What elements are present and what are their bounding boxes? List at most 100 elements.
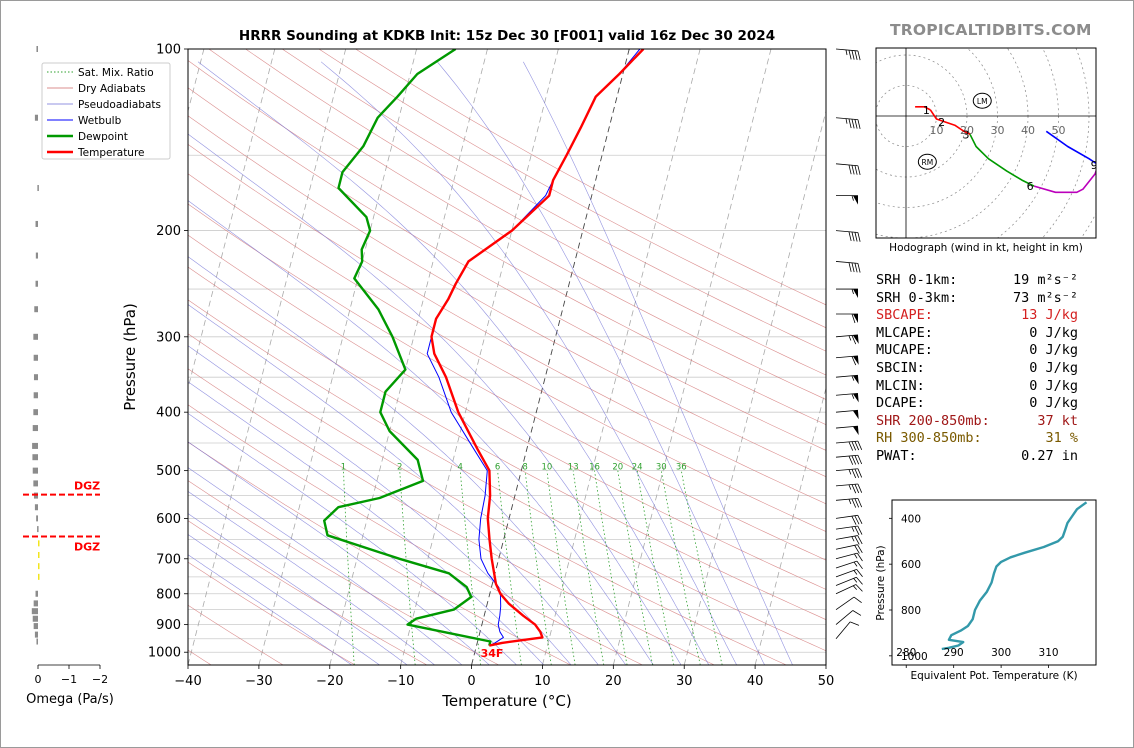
wind-barb (835, 584, 863, 595)
parameter-value: 73 m²s⁻² (1012, 289, 1078, 306)
omega-bar (37, 526, 39, 533)
parameter-row: SBCAPE: 13 J/kg (876, 307, 1096, 325)
skewt-xtick-label: 0 (467, 674, 475, 689)
skewt-xtick-label: 50 (818, 674, 835, 689)
wind-barb (835, 576, 863, 586)
hodograph-segment (915, 106, 931, 111)
mix-ratio-label: 10 (541, 463, 552, 473)
mix-ratio-line (617, 470, 653, 665)
theta-e-ytick-label: 800 (901, 605, 921, 617)
parameter-value: 0 J/kg (1029, 342, 1078, 359)
mix-ratio-label: 30 (656, 463, 667, 473)
omega-bar (34, 631, 38, 638)
legend-entry: Temperature (77, 147, 145, 159)
barb-shaft (835, 117, 858, 121)
parameter-label: SRH 0-3km: (876, 289, 958, 306)
parameter-value: 0 J/kg (1029, 395, 1078, 412)
isotherm-line (258, 49, 417, 665)
parameter-label: PWAT: (876, 447, 917, 464)
barb-full (854, 232, 858, 242)
barb-half (848, 335, 852, 341)
skewt-ytick-label: 500 (156, 464, 181, 479)
barb-full (857, 455, 863, 465)
skewt-xtick-label: 40 (747, 674, 764, 689)
barb-flag (853, 195, 858, 205)
wind-barb (835, 544, 863, 554)
hodograph-xlabel: Hodograph (wind in kt, height in km) (889, 242, 1083, 254)
mix-ratio-label: 1 (341, 463, 346, 473)
hodograph-segment (969, 133, 1035, 187)
barb-full (854, 515, 860, 525)
barb-half (848, 469, 852, 475)
barb-full (851, 313, 856, 324)
parameter-row: SBCIN: 0 J/kg (876, 360, 1096, 378)
theta-e-ylabel: Pressure (hPa) (875, 545, 887, 620)
skewt-xtick-label: 10 (534, 674, 551, 689)
wind-barb (835, 560, 863, 570)
omega-bar (38, 540, 40, 547)
mix-ratio-line (399, 470, 416, 665)
wind-barb (835, 552, 863, 562)
barb-flag (853, 314, 858, 324)
barb-shaft (835, 568, 857, 578)
barb-full (856, 552, 863, 562)
dry-adiabat-line (208, 49, 826, 400)
barb-half (852, 585, 857, 590)
skewt-xtick-label: −40 (174, 674, 201, 689)
wind-barb (835, 117, 861, 129)
mix-ratio-label: 8 (522, 463, 527, 473)
hodograph-ring-label: 50 (1052, 124, 1066, 137)
theta-e-xtick-label: 290 (944, 647, 964, 659)
theta-e-xtick-label: 310 (1039, 647, 1059, 659)
mix-ratio-label: 13 (568, 463, 579, 473)
parameter-value: 19 m²s⁻² (1012, 272, 1078, 288)
barb-full (854, 535, 860, 545)
dry-adiabat-line (188, 604, 284, 665)
chart-title: HRRR Sounding at KDKB Init: 15z Dec 30 [… (239, 28, 775, 44)
barb-full (851, 165, 855, 175)
pseudoadiabat-line (188, 133, 682, 665)
mix-ratio-line (680, 470, 723, 665)
barb-full (856, 576, 863, 585)
barb-half (851, 536, 855, 542)
barb-shaft (835, 454, 858, 458)
pseudoadiabat-line (188, 534, 380, 665)
parameter-value: 0 J/kg (1029, 359, 1078, 376)
parameter-table: SRH 0-1km: 19 m²s⁻² SRH 0-3km: 73 m²s⁻² SBCA… (876, 272, 1096, 466)
barb-full (857, 515, 863, 525)
omega-bar (36, 46, 38, 52)
dry-adiabat-line (188, 561, 356, 665)
dry-adiabat-line (355, 49, 826, 306)
mix-ratio-line (497, 470, 522, 665)
wind-barb (835, 525, 863, 536)
omega-bar (32, 615, 38, 622)
pseudoadiabat-line (188, 413, 517, 665)
dry-adiabat-line (245, 49, 826, 376)
wind-barb (835, 334, 859, 345)
pseudoadiabat-line (188, 304, 599, 665)
barb-shaft (835, 409, 858, 413)
omega-bar (34, 306, 38, 313)
dry-adiabat-line (188, 60, 826, 426)
storm-motion-marker (972, 92, 992, 109)
wind-barb (835, 621, 860, 640)
barb-full (849, 621, 860, 626)
barb-full (851, 484, 857, 494)
barb-full (857, 498, 863, 508)
barb-shaft (835, 514, 858, 519)
parameter-label: RH 300-850mb: (876, 430, 982, 447)
isotherm-line (542, 49, 701, 665)
skewt-ytick-label: 600 (156, 512, 181, 527)
pseudoadiabat-line (188, 513, 408, 665)
skewt-ytick-label: 800 (156, 587, 181, 602)
omega-bar (33, 600, 38, 607)
dry-adiabat-line (188, 173, 826, 532)
barb-shaft (835, 525, 858, 530)
theta-e-xtick-label: 280 (896, 647, 916, 659)
barb-shaft (835, 498, 858, 501)
dry-adiabat-line (188, 299, 826, 652)
omega-bar (36, 638, 38, 645)
isotherm-line (471, 49, 630, 665)
omega-bar (32, 442, 38, 449)
